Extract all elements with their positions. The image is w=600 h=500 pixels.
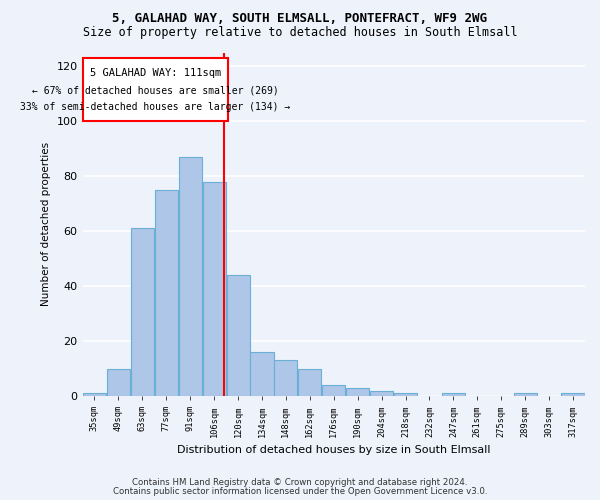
Bar <box>298 368 322 396</box>
Bar <box>83 394 106 396</box>
FancyBboxPatch shape <box>83 58 228 121</box>
Bar <box>442 394 465 396</box>
Bar <box>346 388 369 396</box>
Bar <box>179 157 202 396</box>
Bar <box>394 394 417 396</box>
Bar <box>562 394 584 396</box>
Text: 5, GALAHAD WAY, SOUTH ELMSALL, PONTEFRACT, WF9 2WG: 5, GALAHAD WAY, SOUTH ELMSALL, PONTEFRAC… <box>113 12 487 26</box>
Bar <box>250 352 274 396</box>
Bar <box>203 182 226 396</box>
Bar <box>322 385 345 396</box>
Text: Contains HM Land Registry data © Crown copyright and database right 2024.: Contains HM Land Registry data © Crown c… <box>132 478 468 487</box>
X-axis label: Distribution of detached houses by size in South Elmsall: Distribution of detached houses by size … <box>177 445 491 455</box>
Text: Size of property relative to detached houses in South Elmsall: Size of property relative to detached ho… <box>83 26 517 39</box>
Bar <box>514 394 537 396</box>
Text: 33% of semi-detached houses are larger (134) →: 33% of semi-detached houses are larger (… <box>20 102 291 113</box>
Bar <box>131 228 154 396</box>
Bar <box>227 275 250 396</box>
Bar <box>370 390 393 396</box>
Text: 5 GALAHAD WAY: 111sqm: 5 GALAHAD WAY: 111sqm <box>90 68 221 78</box>
Y-axis label: Number of detached properties: Number of detached properties <box>41 142 51 306</box>
Bar <box>274 360 298 396</box>
Text: ← 67% of detached houses are smaller (269): ← 67% of detached houses are smaller (26… <box>32 85 279 95</box>
Bar <box>107 368 130 396</box>
Bar <box>155 190 178 396</box>
Text: Contains public sector information licensed under the Open Government Licence v3: Contains public sector information licen… <box>113 487 487 496</box>
